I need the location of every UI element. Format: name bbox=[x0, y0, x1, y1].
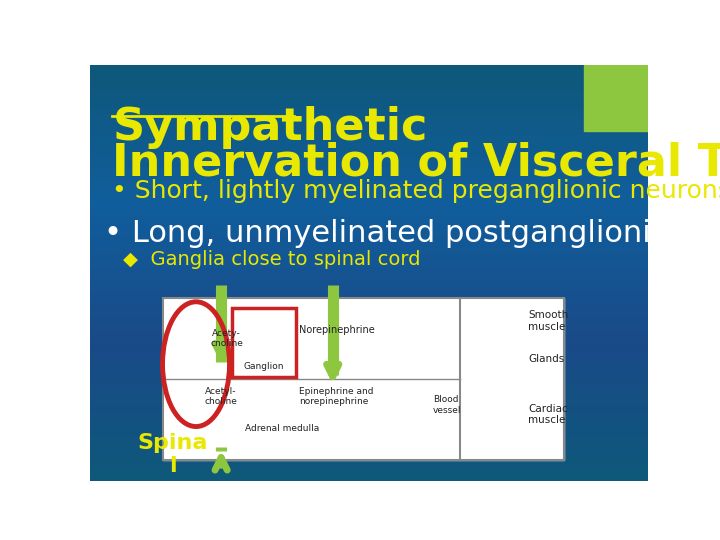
Text: Acetyl-
choline: Acetyl- choline bbox=[204, 387, 238, 407]
Bar bbox=[163, 298, 564, 460]
Text: • Long, unmyelinated postganglionic neurons: • Long, unmyelinated postganglionic neur… bbox=[104, 219, 720, 248]
Text: Epinephrine and
norepinephrine: Epinephrine and norepinephrine bbox=[300, 387, 374, 407]
Text: Spina
l: Spina l bbox=[138, 433, 208, 476]
Text: Smooth
muscle: Smooth muscle bbox=[528, 310, 568, 332]
Bar bbox=[233, 308, 297, 377]
Bar bbox=[584, 65, 648, 131]
Text: Innervation of Visceral Targets: Innervation of Visceral Targets bbox=[112, 141, 720, 185]
Bar bbox=[163, 298, 564, 460]
Text: ◆  Ganglia close to spinal cord: ◆ Ganglia close to spinal cord bbox=[124, 250, 421, 269]
Text: Adrenal medulla: Adrenal medulla bbox=[246, 424, 320, 434]
Text: Norepinephrine: Norepinephrine bbox=[300, 325, 375, 335]
Text: Sympathetic: Sympathetic bbox=[112, 106, 428, 150]
Text: Ganglion: Ganglion bbox=[243, 362, 284, 371]
Text: • Short, lightly myelinated preganglionic neurons: • Short, lightly myelinated preganglioni… bbox=[112, 179, 720, 203]
Text: Glands: Glands bbox=[528, 354, 564, 364]
Text: Acety-
cnoline: Acety- cnoline bbox=[210, 329, 243, 348]
Text: Cardiac
muscle: Cardiac muscle bbox=[528, 404, 568, 426]
Text: Blood
vessel: Blood vessel bbox=[433, 395, 462, 415]
